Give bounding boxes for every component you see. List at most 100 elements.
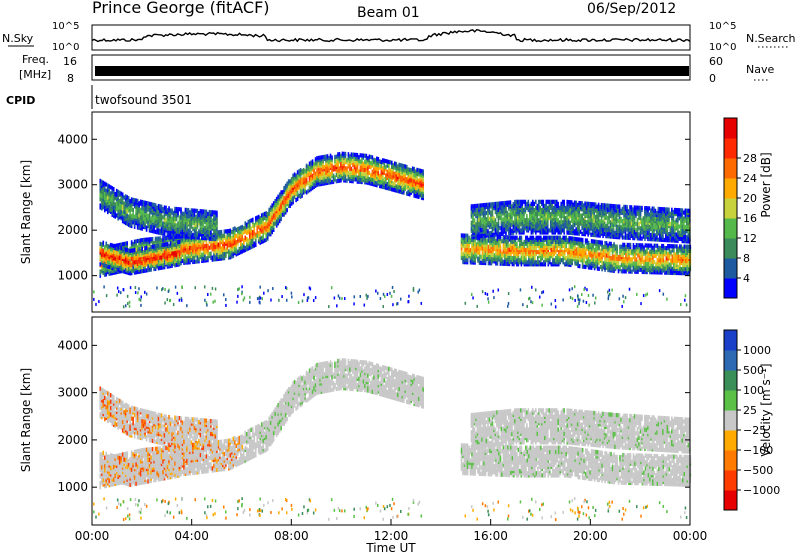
power-cell: [287, 193, 290, 198]
power-cell: [355, 177, 357, 182]
power-cell: [296, 174, 299, 179]
power-cell: [480, 260, 482, 265]
power-cell: [247, 230, 250, 235]
power-cell: [153, 240, 155, 246]
power-cell: [338, 152, 341, 157]
power-cell: [411, 186, 414, 192]
power-cell: [604, 249, 606, 254]
power-cell: [266, 232, 269, 237]
power-cell: [145, 219, 148, 224]
power-cell: [138, 209, 140, 214]
power-cell: [566, 258, 569, 263]
power-cell: [157, 216, 160, 221]
power-cell: [308, 161, 311, 166]
power-cell: [350, 152, 353, 157]
power-cell: [138, 213, 140, 218]
power-cell: [136, 245, 139, 250]
power-cell: [160, 238, 163, 243]
power-cell: [139, 238, 142, 243]
power-cell: [220, 229, 223, 235]
power-cell: [225, 235, 227, 240]
power-cell: [162, 259, 164, 264]
power-cell: [408, 173, 411, 179]
power-cell: [186, 207, 188, 213]
power-cell: [193, 212, 196, 217]
power-cell: [611, 248, 614, 253]
power-cell: [193, 259, 196, 264]
power-cell: [396, 164, 399, 169]
power-cell: [141, 265, 143, 270]
power-cell: [268, 232, 271, 237]
power-cell: [290, 201, 293, 206]
power-cell: [175, 234, 178, 240]
power-cell: [121, 200, 124, 205]
power-cell: [130, 213, 133, 218]
power-cell: [329, 172, 332, 177]
power-cell: [250, 234, 253, 239]
power-cell: [622, 250, 624, 256]
power-cell: [142, 210, 145, 215]
power-cell: [144, 246, 146, 251]
power-cell: [219, 250, 221, 255]
power-cell: [120, 246, 123, 251]
power-cell: [109, 259, 112, 264]
power-cell: [631, 257, 633, 262]
power-cell: [183, 238, 185, 243]
power-cell: [401, 163, 404, 168]
power-cell: [589, 259, 591, 264]
power-cell: [139, 265, 142, 270]
power-cell: [248, 233, 251, 238]
power-cell: [204, 244, 206, 249]
power-cell: [263, 222, 266, 227]
power-cell: [344, 176, 347, 181]
power-cell: [548, 239, 551, 244]
power-cell: [277, 208, 279, 214]
power-cell: [463, 255, 466, 261]
power-cell: [361, 157, 363, 162]
power-cell: [379, 159, 381, 164]
power-cell: [475, 242, 478, 247]
power-cell: [399, 163, 402, 168]
power-cell: [584, 238, 587, 243]
power-cell: [460, 251, 463, 256]
power-cell: [150, 202, 152, 207]
power-cell: [207, 243, 209, 248]
power-cell: [222, 246, 224, 251]
power-cell: [364, 176, 366, 181]
power-cell: [159, 259, 161, 264]
power-cell: [553, 245, 556, 251]
power-cell: [335, 162, 338, 167]
beam-label: Beam 01: [357, 5, 420, 21]
power-cell: [242, 238, 245, 243]
power-cell: [370, 173, 372, 178]
power-cell: [165, 242, 167, 247]
power-cell: [571, 236, 573, 241]
power-cell: [171, 208, 173, 213]
power-cell: [519, 258, 521, 263]
power-cell: [302, 184, 305, 189]
power-cell: [493, 253, 496, 258]
nave-label: Nave: [746, 63, 774, 76]
power-cell: [553, 252, 556, 257]
power-cell: [271, 221, 273, 226]
power-cell: [341, 157, 344, 162]
power-cell: [199, 238, 202, 243]
power-cell: [211, 234, 214, 239]
power-cell: [653, 247, 656, 252]
power-cell: [108, 188, 111, 193]
power-cell: [219, 242, 221, 247]
power-cell: [141, 214, 143, 219]
power-cell: [383, 158, 386, 163]
power-cell: [135, 260, 137, 265]
power-cell: [138, 219, 140, 224]
power-cell: [248, 219, 251, 224]
power-cell: [237, 249, 239, 254]
power-cell: [166, 208, 169, 213]
power-cell: [172, 242, 175, 248]
power-cell: [496, 245, 499, 250]
power-cell: [157, 262, 160, 267]
power-cell: [320, 155, 323, 160]
power-cell: [169, 235, 172, 240]
power-cell: [109, 242, 112, 248]
power-cell: [619, 265, 621, 270]
